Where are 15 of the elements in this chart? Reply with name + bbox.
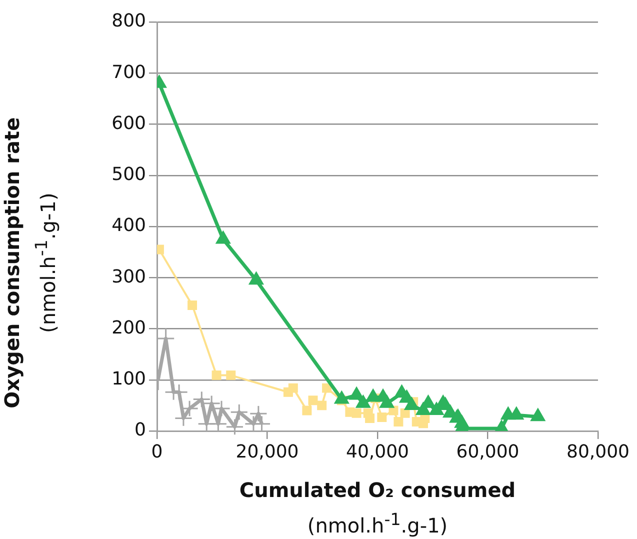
x-axis-title: Cumulated O₂ consumed (nmol.h$^{-1}$.g-1) — [238, 477, 517, 539]
x-tick-label: 0 — [151, 441, 163, 462]
y-tick-label: 800 — [112, 10, 146, 32]
x-tick-label: 40,000 — [346, 441, 409, 462]
x-tick-label: 80,000 — [566, 441, 630, 462]
x-tick-label: 20,000 — [236, 441, 299, 462]
y-tick-label: 0 — [134, 420, 146, 441]
x-tick-label: 60,000 — [456, 441, 520, 462]
y-tick-label: 600 — [112, 112, 146, 134]
y-tick-label: 500 — [112, 164, 146, 186]
y-tick-label: 200 — [112, 317, 146, 338]
y-tick-label: 100 — [112, 368, 146, 390]
y-tick-label: 700 — [112, 62, 146, 83]
y-tick-label: 400 — [112, 215, 146, 236]
y-tick-label: 300 — [112, 266, 146, 288]
